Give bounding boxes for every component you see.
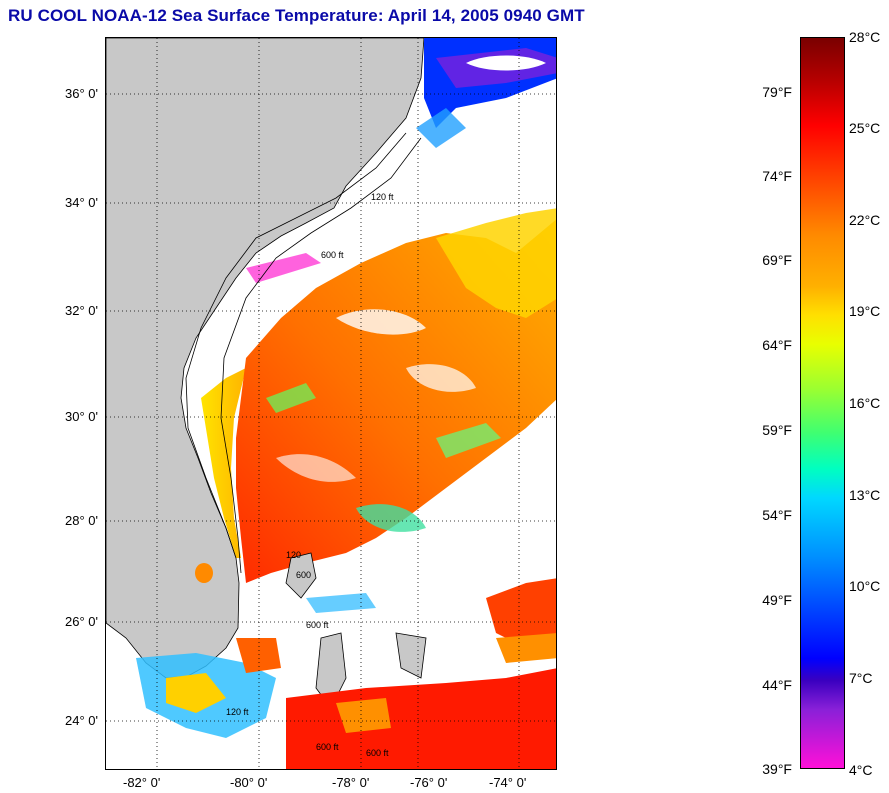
lat-label: 28° 0' xyxy=(65,513,98,528)
colorbar-c-label: 4°C xyxy=(849,762,873,778)
sst-map: 120 ft 600 ft 120 600 600 ft 120 ft 600 … xyxy=(105,37,557,770)
shelf-water xyxy=(201,368,246,558)
bahamas xyxy=(285,552,317,599)
contour-label: 120 ft xyxy=(371,192,394,202)
lat-label: 32° 0' xyxy=(65,303,98,318)
colorbar-c-label: 19°C xyxy=(849,303,881,319)
colorbar-f-label: 39°F xyxy=(762,761,792,777)
lon-label: -78° 0' xyxy=(332,775,370,790)
colorbar-f-label: 54°F xyxy=(762,507,792,523)
lon-label: -82° 0' xyxy=(123,775,161,790)
contour-label: 600 ft xyxy=(366,748,389,758)
colorbar-f-label: 79°F xyxy=(762,84,792,100)
contour-label: 600 ft xyxy=(316,742,339,752)
colorbar-f-label: 74°F xyxy=(762,168,792,184)
colorbar-c-label: 13°C xyxy=(849,487,881,503)
contour-label: 600 ft xyxy=(321,250,344,260)
colorbar-c-label: 16°C xyxy=(849,395,881,411)
colorbar-f-label: 44°F xyxy=(762,677,792,693)
gulf-stream xyxy=(236,219,556,583)
lake-okeechobee xyxy=(195,563,213,583)
lat-label: 24° 0' xyxy=(65,713,98,728)
map-grid xyxy=(106,38,556,769)
colorbar-f-label: 59°F xyxy=(762,422,792,438)
lon-label: -80° 0' xyxy=(230,775,268,790)
lat-label: 30° 0' xyxy=(65,409,98,424)
colorbar-c-label: 28°C xyxy=(849,29,881,45)
contour-label: 600 xyxy=(296,570,311,580)
sst-map-canvas: 120 ft 600 ft 120 600 600 ft 120 ft 600 … xyxy=(106,38,556,769)
colorbar-f-label: 69°F xyxy=(762,252,792,268)
contour-600ft xyxy=(220,137,422,574)
colorbar-f-label: 49°F xyxy=(762,592,792,608)
map-title: RU COOL NOAA-12 Sea Surface Temperature:… xyxy=(8,6,585,25)
contour-label: 120 xyxy=(286,550,301,560)
temperature-colorbar xyxy=(800,37,845,769)
lon-label: -74° 0' xyxy=(489,775,527,790)
colorbar-c-label: 7°C xyxy=(849,670,873,686)
lat-label: 36° 0' xyxy=(65,86,98,101)
contour-label: 600 ft xyxy=(306,620,329,630)
colorbar-c-label: 10°C xyxy=(849,578,881,594)
colorbar-c-label: 22°C xyxy=(849,212,881,228)
warm-south xyxy=(286,668,556,769)
contour-120ft xyxy=(185,132,407,559)
lon-label: -76° 0' xyxy=(410,775,448,790)
colorbar-f-label: 64°F xyxy=(762,337,792,353)
contour-label: 120 ft xyxy=(226,707,249,717)
lat-label: 34° 0' xyxy=(65,195,98,210)
colorbar-c-label: 25°C xyxy=(849,120,881,136)
lat-label: 26° 0' xyxy=(65,614,98,629)
